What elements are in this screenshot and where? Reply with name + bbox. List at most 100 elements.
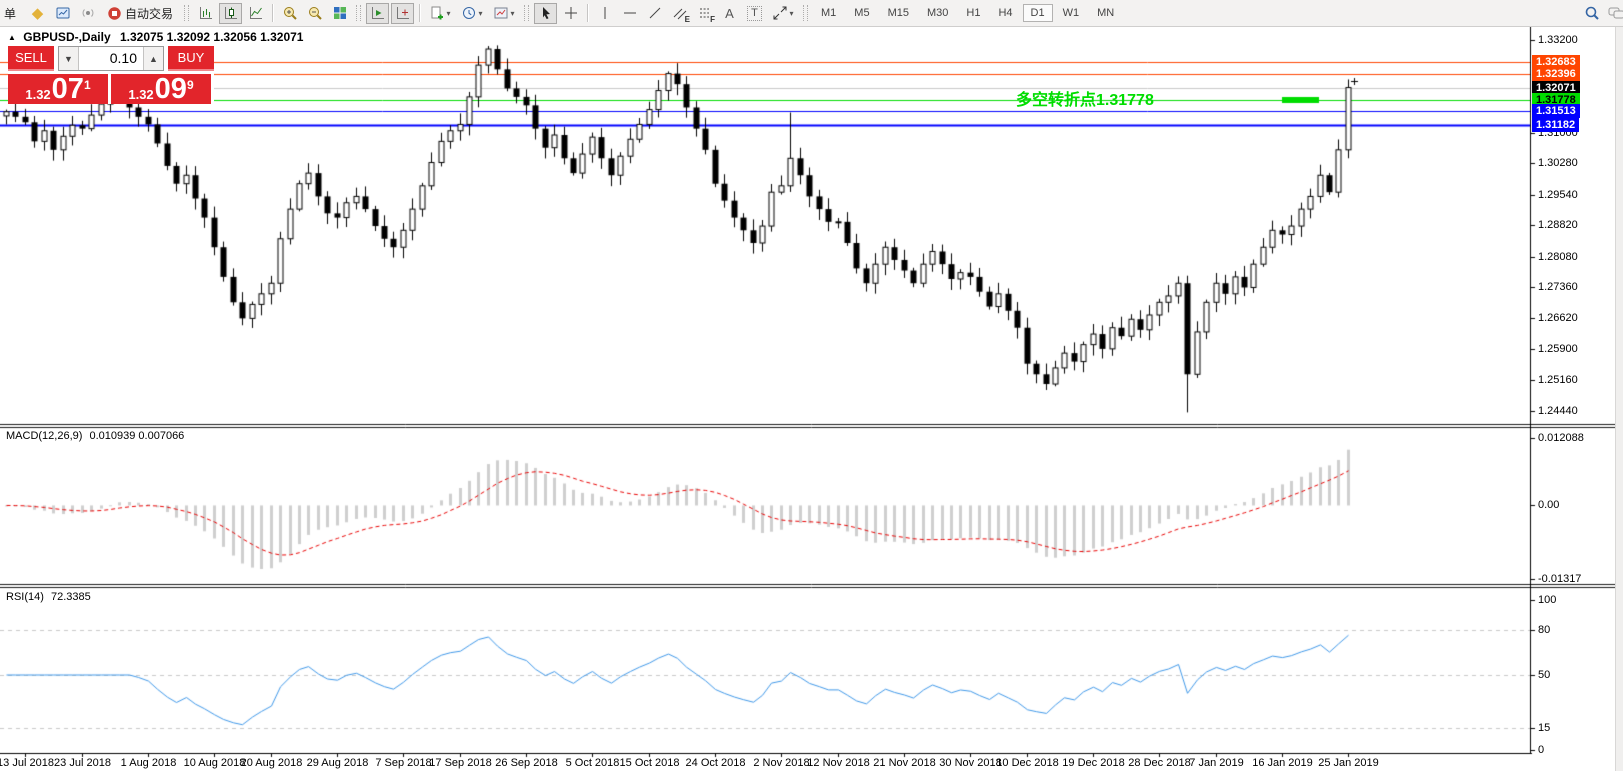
vertical-line-tool-button[interactable] xyxy=(593,3,616,24)
rsi-tick-label: 100 xyxy=(1538,594,1557,606)
cursor-tool-button[interactable] xyxy=(534,2,557,24)
price-tick-label: 1.33200 xyxy=(1538,33,1578,46)
volume-decrease-button[interactable]: ▼ xyxy=(59,47,79,70)
indicators-button[interactable]: ▾ xyxy=(425,3,455,24)
chart-shift-button[interactable] xyxy=(391,2,414,24)
volume-input[interactable]: 0.10 xyxy=(79,47,143,70)
date-label: 19 Dec 2018 xyxy=(1062,757,1125,769)
timeframe-w1[interactable]: W1 xyxy=(1062,7,1080,19)
rsi-tick-label: 50 xyxy=(1538,669,1551,681)
toolbar-grip xyxy=(803,5,808,21)
toolbar-grip xyxy=(356,5,361,21)
toolbar-separator xyxy=(419,4,420,22)
buy-button[interactable]: BUY xyxy=(168,46,214,71)
line-chart-mode-button[interactable] xyxy=(244,3,267,24)
dropdown-caret-icon: ▾ xyxy=(510,8,515,18)
rsi-label: RSI(14) 72.3385 xyxy=(6,591,91,603)
sell-button[interactable]: SELL xyxy=(8,46,54,71)
trendline-tool-button[interactable] xyxy=(643,3,666,24)
equidistant-channel-tool-button[interactable]: E xyxy=(668,3,691,24)
new-order-button[interactable]: 单 xyxy=(1,3,24,24)
fibonacci-tool-button[interactable]: F xyxy=(693,3,716,24)
timeframe-group: M1 M5 M15 M30 H1 H4 D1 W1 MN xyxy=(812,4,1123,22)
order-ticket-icon[interactable]: ◆ xyxy=(31,4,44,22)
arrows-tool-button[interactable]: ▾ xyxy=(768,3,798,24)
date-label: 21 Nov 2018 xyxy=(873,757,936,769)
volume-spinner: ▼ 0.10 ▲ xyxy=(58,46,164,71)
date-label: 10 Aug 2018 xyxy=(183,757,246,769)
timeframe-m30[interactable]: M30 xyxy=(926,7,949,19)
date-label: 23 Jul 2018 xyxy=(54,757,111,769)
periods-button[interactable]: ▾ xyxy=(457,3,487,24)
price-tick-label: 1.27360 xyxy=(1538,281,1578,294)
date-label: 20 Aug 2018 xyxy=(240,757,303,769)
timeframe-m5[interactable]: M5 xyxy=(854,7,870,19)
symbol-period-label: GBPUSD-,Daily xyxy=(23,30,111,44)
candlestick-mode-button[interactable] xyxy=(219,2,242,24)
price-badge-1.32396: 1.32396 xyxy=(1532,66,1580,81)
timeframe-mn[interactable]: MN xyxy=(1097,7,1115,19)
toolbar-grip xyxy=(524,5,529,21)
buy-price[interactable]: 1.32 09 9 xyxy=(111,74,211,104)
collapse-arrow-icon[interactable]: ▲ xyxy=(8,33,16,42)
window-edge-strip xyxy=(1615,26,1623,771)
date-label: 26 Sep 2018 xyxy=(495,757,558,769)
timeframe-m1[interactable]: M1 xyxy=(821,7,837,19)
templates-button[interactable]: ▾ xyxy=(489,3,519,24)
new-order-label: 单 xyxy=(3,6,16,21)
zoom-out-button[interactable] xyxy=(303,3,326,24)
date-label: 7 Jan 2019 xyxy=(1189,757,1244,769)
price-tick-label: 1.26620 xyxy=(1538,312,1578,325)
chat-icon[interactable] xyxy=(1605,3,1623,24)
price-tick-label: 1.25900 xyxy=(1538,342,1578,355)
text-tool-button[interactable]: A xyxy=(725,5,734,21)
rsi-tick-label: 0 xyxy=(1538,744,1545,756)
ohlc-values: 1.32075 1.32092 1.32056 1.32071 xyxy=(119,30,304,44)
date-label: 5 Oct 2018 xyxy=(565,757,620,769)
tile-windows-button[interactable] xyxy=(328,3,351,24)
volume-increase-button[interactable]: ▲ xyxy=(143,47,163,70)
zoom-in-button[interactable] xyxy=(278,3,301,24)
market-watch-icon[interactable] xyxy=(51,3,74,24)
signal-icon[interactable] xyxy=(76,3,99,24)
toolbar-grip xyxy=(184,5,189,21)
timeframe-h4[interactable]: H4 xyxy=(998,7,1013,19)
dropdown-caret-icon: ▾ xyxy=(478,8,483,18)
rsi-tick-label: 80 xyxy=(1538,624,1551,636)
price-tick-label: 1.25160 xyxy=(1538,374,1578,387)
search-icon[interactable] xyxy=(1580,3,1603,24)
date-label: 15 Oct 2018 xyxy=(619,757,680,769)
auto-scroll-button[interactable] xyxy=(366,2,389,24)
timeframe-h1[interactable]: H1 xyxy=(966,7,981,19)
date-label: 13 Jul 2018 xyxy=(0,757,54,769)
pivot-annotation-text[interactable]: 多空转折点1.31778 xyxy=(1016,92,1154,109)
timeframe-m15[interactable]: M15 xyxy=(887,7,909,19)
horizontal-line-tool-button[interactable] xyxy=(618,3,641,24)
macd-label: MACD(12,26,9) 0.010939 0.007066 xyxy=(6,430,185,442)
dropdown-caret-icon: ▾ xyxy=(446,8,451,18)
date-label: 30 Nov 2018 xyxy=(939,757,1002,769)
date-label: 24 Oct 2018 xyxy=(685,757,746,769)
price-tick-label: 1.30280 xyxy=(1538,157,1578,170)
one-click-trading-panel: SELL ▼ 0.10 ▲ BUY 1.32 07 1 1.32 09 9 xyxy=(8,46,214,104)
price-badge-1.31513: 1.31513 xyxy=(1532,104,1580,119)
timeframe-d1[interactable]: D1 xyxy=(1022,4,1053,22)
price-tick-label: 1.28080 xyxy=(1538,250,1578,263)
date-label: 7 Sep 2018 xyxy=(375,757,432,769)
sell-price[interactable]: 1.32 07 1 xyxy=(8,74,108,104)
date-label: 10 Dec 2018 xyxy=(996,757,1059,769)
main-toolbar: 单 ◆ 自动交易 xyxy=(0,0,1623,27)
toolbar-separator xyxy=(587,4,588,22)
bar-chart-mode-button[interactable] xyxy=(194,3,217,24)
date-label: 2 Nov 2018 xyxy=(753,757,810,769)
autotrading-button[interactable]: 自动交易 xyxy=(101,3,179,24)
dropdown-caret-icon: ▾ xyxy=(789,8,794,18)
macd-tick-label: 0.00 xyxy=(1538,499,1560,512)
text-label-tool-button[interactable]: T xyxy=(743,3,766,24)
date-label: 17 Sep 2018 xyxy=(429,757,492,769)
macd-tick-label: 0.012088 xyxy=(1538,432,1584,445)
crosshair-tool-button[interactable] xyxy=(559,3,582,24)
price-tick-label: 1.28820 xyxy=(1538,219,1578,232)
